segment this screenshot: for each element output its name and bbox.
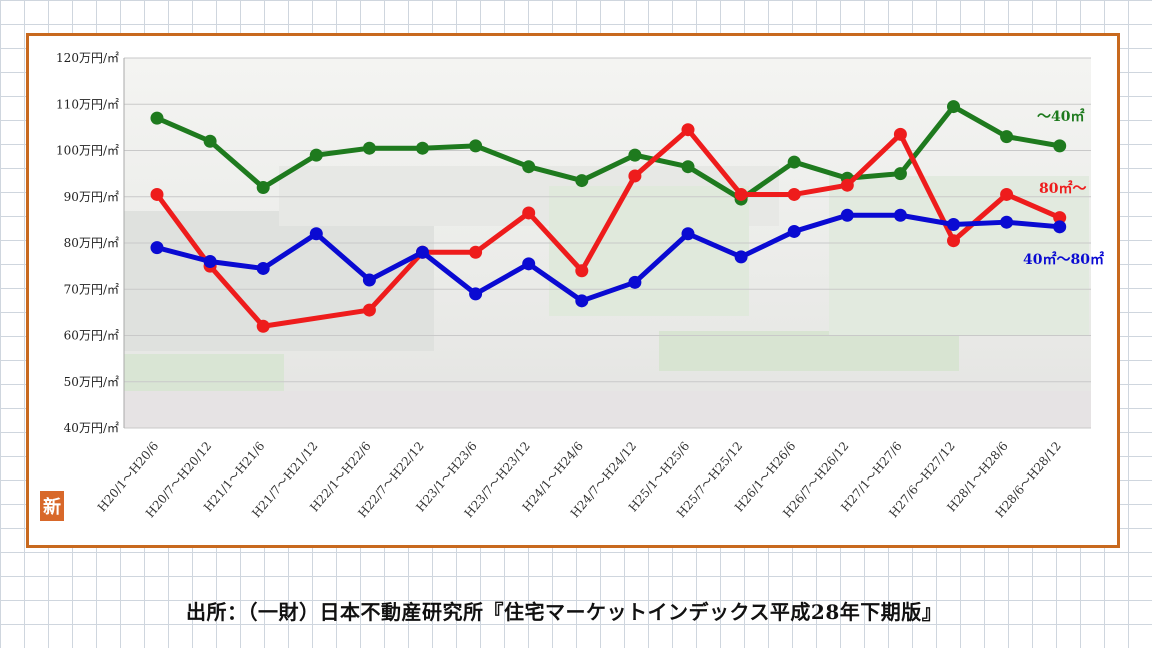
y-tick-label: 120万円/㎡ [56, 51, 119, 65]
data-point [947, 234, 960, 248]
series-2 [150, 208, 1067, 308]
data-point [416, 141, 429, 155]
data-point [203, 134, 217, 148]
y-tick-label: 100万円/㎡ [56, 144, 119, 158]
y-tick-label: 70万円/㎡ [64, 282, 119, 296]
y-tick-label: 50万円/㎡ [64, 375, 119, 389]
data-point [469, 245, 483, 259]
data-point [575, 174, 589, 188]
data-point [787, 224, 801, 238]
series-1 [150, 123, 1067, 333]
data-point [1053, 139, 1067, 153]
data-point [628, 148, 642, 162]
data-point [893, 127, 907, 141]
data-point [947, 218, 960, 231]
data-point [522, 206, 536, 220]
series-labels: ～40㎡ 80㎡～ 40㎡～80㎡ [1023, 108, 1104, 268]
data-point [309, 227, 323, 241]
data-point [256, 181, 270, 194]
data-point [150, 111, 164, 125]
data-point [734, 187, 748, 201]
y-tick-label: 40万円/㎡ [64, 421, 119, 435]
y-gridlines [123, 57, 1091, 429]
data-point [1000, 187, 1014, 201]
series-lines [150, 100, 1067, 333]
data-point [787, 155, 801, 169]
data-point [309, 148, 323, 162]
data-point [681, 123, 695, 137]
data-point [787, 187, 801, 201]
data-point [362, 303, 376, 317]
data-point [1053, 220, 1067, 234]
data-point [681, 227, 695, 241]
data-point [256, 319, 270, 333]
y-tick-label: 60万円/㎡ [64, 329, 119, 343]
series-label-40to80: 40㎡～80㎡ [1023, 251, 1104, 268]
logo-char: 新 [43, 496, 61, 518]
data-point [416, 245, 429, 259]
data-point [575, 294, 589, 308]
data-point [1000, 130, 1014, 144]
y-tick-label: 90万円/㎡ [64, 190, 119, 204]
y-tick-labels: 40万円/㎡ 50万円/㎡ 60万円/㎡ 70万円/㎡ 80万円/㎡ 90万円/㎡ 100万… [56, 51, 119, 435]
series-line [156, 104, 1061, 202]
data-point [734, 250, 748, 264]
data-point [362, 141, 376, 155]
data-point [893, 167, 907, 181]
data-point [203, 255, 217, 268]
data-point [469, 287, 483, 301]
data-point [522, 160, 536, 174]
data-point [362, 273, 376, 287]
y-tick-label: 110万円/㎡ [56, 97, 119, 111]
series-0 [150, 100, 1067, 206]
line-chart: 40万円/㎡ 50万円/㎡ 60万円/㎡ 70万円/㎡ 80万円/㎡ 90万円/㎡ 100万… [40, 51, 1104, 521]
data-point [150, 187, 164, 201]
data-point [256, 261, 270, 275]
series-label-under40: ～40㎡ [1037, 108, 1084, 125]
data-point [150, 241, 164, 255]
logo-badge: 新 [40, 491, 64, 521]
data-point [1000, 215, 1014, 229]
x-tick-labels: H20/1～H20/6H20/7～H20/12H21/1～H21/6H21/7～… [95, 439, 1064, 520]
data-point [681, 160, 695, 174]
data-point [628, 169, 642, 183]
data-point [469, 139, 483, 153]
chart-frame: 40万円/㎡ 50万円/㎡ 60万円/㎡ 70万円/㎡ 80万円/㎡ 90万円/㎡ 100万… [26, 33, 1120, 548]
data-point [1053, 211, 1067, 225]
data-point [840, 208, 854, 222]
data-point [575, 264, 589, 278]
data-point [628, 275, 642, 289]
data-point [947, 100, 960, 114]
source-citation: 出所：（一財）日本不動産研究所『住宅マーケットインデックス平成28年下期版』 [186, 600, 943, 624]
data-point [522, 257, 536, 271]
series-line [156, 212, 1060, 304]
data-point [840, 178, 854, 192]
y-tick-label: 80万円/㎡ [64, 236, 119, 250]
series-label-over80: 80㎡～ [1039, 180, 1086, 197]
data-point [893, 208, 907, 222]
